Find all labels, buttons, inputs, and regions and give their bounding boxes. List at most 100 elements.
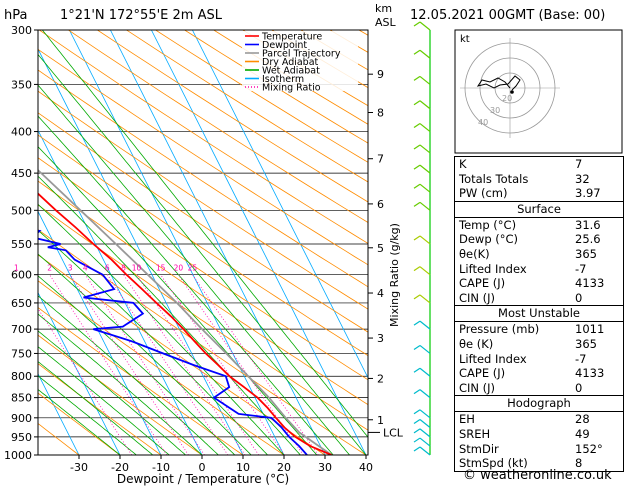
- wind-barb-flag: [413, 201, 421, 207]
- index-label: Lifted Index: [459, 261, 527, 276]
- surface-title: Surface: [455, 202, 623, 218]
- x-axis-label: Dewpoint / Temperature (°C): [117, 472, 289, 486]
- temperature-tick-label: 30: [318, 461, 332, 474]
- legend-label: Dewpoint: [262, 40, 307, 51]
- isotherm-line: [192, 30, 368, 379]
- wind-barb-flag: [413, 344, 421, 350]
- dry-adiabat: [39, 30, 368, 244]
- pressure-tick-label: 350: [11, 78, 32, 91]
- dry-adiabat: [38, 229, 367, 455]
- mixing-ratio-label: 1: [14, 264, 19, 273]
- dry-adiabat: [38, 392, 121, 455]
- wet-adiabat: [38, 146, 318, 455]
- dry-adiabat: [126, 30, 368, 183]
- location-title: 1°21'N 172°55'E 2m ASL: [60, 8, 222, 23]
- dry-adiabat: [38, 157, 368, 381]
- index-label: SREH: [459, 426, 491, 441]
- wind-barb: [419, 344, 431, 354]
- wind-barb-flag: [413, 144, 421, 150]
- profiles: [38, 168, 333, 455]
- index-row: θe (K) 365: [455, 337, 623, 352]
- wet-adiabat: [38, 275, 236, 455]
- index-value: -7: [575, 351, 587, 366]
- wet-adiabat: [38, 346, 170, 455]
- index-label: CIN (J): [459, 290, 496, 305]
- index-row: Dewp (°C) 25.6: [455, 232, 623, 247]
- temperature-tick-label: -30: [70, 461, 88, 474]
- mixing-ratio-line: [69, 274, 189, 455]
- hodograph-indices: Hodograph EH 28 SREH 49 StmDir 152° StmSpd (kt…: [455, 396, 623, 470]
- pressure-tick-label: 750: [11, 347, 32, 360]
- hodograph-storm-marker: [510, 90, 514, 94]
- wind-barb-flag: [413, 367, 421, 373]
- pressure-tick-label: 400: [11, 126, 32, 139]
- wind-barb-flag: [413, 428, 421, 434]
- mixing-ratio-line: [49, 274, 168, 455]
- wind-barb: [419, 49, 431, 59]
- index-row: Totals Totals 32: [455, 172, 623, 187]
- temperature-tick-label: 10: [236, 461, 250, 474]
- index-value: 31.6: [575, 217, 601, 232]
- dry-adiabat: [38, 254, 326, 455]
- dry-adiabat: [38, 69, 368, 288]
- isotherm-line: [38, 372, 80, 455]
- legend-label: Parcel Trajectory: [262, 49, 341, 60]
- indices-panel: K 7 Totals Totals 32 PW (cm) 3.97 Surface Tem…: [454, 156, 624, 472]
- index-value: 3.97: [575, 186, 601, 201]
- index-row: CAPE (J) 4133: [455, 366, 623, 381]
- index-label: Pressure (mb): [459, 322, 540, 337]
- mixing-ratio-line: [38, 307, 133, 455]
- index-row: StmSpd (kt) 8: [455, 456, 623, 471]
- pressure-tick-label: 850: [11, 392, 32, 405]
- index-row: CIN (J) 0: [455, 381, 623, 396]
- dry-adiabat: [38, 363, 162, 455]
- index-row: θe(K) 365: [455, 247, 623, 262]
- wet-adiabat: [38, 375, 137, 455]
- wet-adiabat: [38, 115, 334, 455]
- wind-barb: [419, 144, 431, 154]
- dry-adiabat: [38, 134, 368, 357]
- plot-frame: [37, 29, 369, 456]
- legend-label: Mixing Ratio: [262, 83, 321, 94]
- axes: 3003504004505005506006507007508008509009…: [4, 24, 404, 486]
- index-value: 4133: [575, 276, 605, 291]
- index-row: PW (cm) 3.97: [455, 186, 623, 201]
- index-row: Temp (°C) 31.6: [455, 218, 623, 233]
- wind-barb-flag: [413, 409, 421, 415]
- index-label: CAPE (J): [459, 276, 506, 291]
- basic-indices: K 7 Totals Totals 32 PW (cm) 3.97: [455, 157, 623, 202]
- wind-barb-flag: [413, 266, 421, 272]
- temperature-tick-label: 0: [199, 461, 206, 474]
- wet-adiabat: [38, 330, 186, 455]
- wind-barb: [419, 21, 431, 31]
- index-label: K: [459, 157, 467, 171]
- background-lines: [38, 30, 368, 455]
- pressure-tick-label: 950: [11, 431, 32, 444]
- mixing-ratio-label: 3: [68, 264, 73, 273]
- temperature-tick-label: 20: [277, 461, 291, 474]
- wet-adiabat: [38, 229, 268, 455]
- index-value: -7: [575, 261, 587, 276]
- legend-label: Temperature: [261, 32, 322, 43]
- index-value: 49: [575, 426, 590, 441]
- wind-barb: [419, 164, 431, 174]
- index-row: EH 28: [455, 412, 623, 427]
- dry-adiabat: [38, 204, 368, 431]
- dry-adiabat: [38, 180, 368, 406]
- index-value: 152°: [575, 441, 603, 456]
- km-tick-label: 1: [377, 414, 384, 427]
- wind-barb-flag: [413, 418, 421, 424]
- wind-barb: [419, 437, 431, 447]
- dry-adiabat: [38, 280, 285, 455]
- index-label: Totals Totals: [459, 171, 529, 186]
- wind-barb-flag: [413, 75, 421, 81]
- mixing-ratio-label: 8: [121, 264, 126, 273]
- wind-barb-flag: [413, 235, 421, 241]
- index-label: EH: [459, 412, 475, 427]
- mixing-ratio-label: 4: [83, 264, 88, 273]
- pressure-tick-label: 700: [11, 323, 32, 336]
- wind-barb: [419, 367, 431, 377]
